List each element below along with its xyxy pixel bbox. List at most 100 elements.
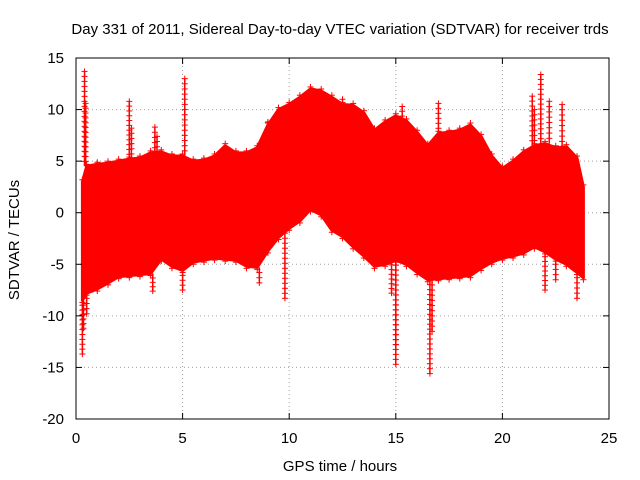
upper-point: [115, 156, 122, 163]
outlier-point: [531, 122, 538, 129]
outlier-point: [149, 288, 156, 295]
outlier-point: [154, 143, 161, 150]
lower-point: [104, 281, 111, 288]
lower-point: [478, 267, 485, 274]
lower-point: [499, 257, 506, 264]
outlier-point: [82, 100, 89, 107]
outlier-point: [546, 108, 553, 115]
lower-point: [211, 257, 218, 264]
outlier-point: [128, 145, 135, 152]
outlier-point: [264, 118, 271, 125]
upper-point: [275, 104, 282, 111]
lower-point: [126, 274, 133, 281]
outlier-point: [181, 75, 188, 82]
outlier-point: [574, 274, 581, 281]
upper-point: [580, 181, 587, 188]
outlier-point: [546, 119, 553, 126]
outlier-point: [181, 96, 188, 103]
upper-point: [222, 140, 229, 147]
outlier-point: [181, 111, 188, 118]
outlier-point: [429, 312, 436, 319]
upper-point: [392, 110, 399, 117]
outlier-point: [281, 250, 288, 257]
upper-point: [382, 116, 389, 123]
lower-point: [371, 265, 378, 272]
x-tick-label: 25: [601, 430, 618, 447]
outlier-point: [181, 127, 188, 134]
outlier-point: [281, 270, 288, 277]
lower-point: [158, 258, 165, 265]
upper-point: [446, 127, 453, 134]
outlier-point: [281, 240, 288, 247]
outlier-point: [181, 101, 188, 108]
lower-point: [563, 263, 570, 270]
outlier-point: [429, 307, 436, 314]
outlier-point: [256, 274, 263, 281]
outlier-point: [339, 96, 346, 103]
lower-point: [446, 276, 453, 283]
outlier-point: [128, 125, 135, 132]
axis-ticks: 0 5 10 15 20 25 -20 -15 -10 -5 0 5 10 15: [42, 50, 617, 447]
upper-point: [147, 147, 154, 154]
outlier-point: [256, 279, 263, 286]
upper-point: [296, 92, 303, 99]
y-tick-label: -20: [42, 411, 64, 428]
outlier-point: [181, 142, 188, 149]
upper-point: [254, 142, 261, 149]
outlier-point: [546, 98, 553, 105]
upper-point: [360, 107, 367, 114]
outlier-point: [552, 261, 559, 268]
outlier-point: [559, 111, 566, 118]
outlier-point: [181, 132, 188, 139]
lower-point: [531, 245, 538, 252]
upper-point: [424, 140, 431, 147]
outlier-point: [128, 135, 135, 142]
outlier-point: [531, 137, 538, 144]
lower-point: [360, 255, 367, 262]
outlier-point: [546, 130, 553, 137]
upper-point: [488, 150, 495, 157]
outlier-point: [154, 138, 161, 145]
y-tick-label: 5: [56, 153, 64, 170]
upper-point: [79, 176, 86, 183]
upper-point: [168, 150, 175, 157]
outlier-point: [531, 132, 538, 139]
outlier-point: [128, 130, 135, 137]
outlier-point: [80, 325, 87, 332]
outlier-point: [181, 85, 188, 92]
data-markers: [79, 68, 587, 377]
x-axis-label: GPS time / hours: [283, 458, 397, 475]
y-tick-label: -15: [42, 359, 64, 376]
outlier-point: [179, 287, 186, 294]
outlier-point: [546, 103, 553, 110]
upper-point: [243, 147, 250, 154]
outlier-point: [83, 305, 90, 312]
outlier-point: [559, 138, 566, 145]
outlier-point: [181, 91, 188, 98]
outlier-point: [281, 275, 288, 282]
outlier-point: [181, 116, 188, 123]
outlier-point: [126, 98, 133, 105]
outlier-point: [281, 290, 288, 297]
outlier-point: [256, 269, 263, 276]
x-tick-label: 10: [281, 430, 298, 447]
x-tick-label: 0: [72, 430, 80, 447]
outlier-point: [559, 133, 566, 140]
y-tick-label: 15: [47, 50, 64, 67]
outlier-point: [574, 295, 581, 302]
lower-point: [403, 263, 410, 270]
outlier-point: [83, 310, 90, 317]
outlier-point: [552, 266, 559, 273]
upper-point: [94, 159, 101, 166]
outlier-point: [128, 140, 135, 147]
outlier-point: [388, 290, 395, 297]
lower-point: [222, 258, 229, 265]
lower-point: [510, 255, 517, 262]
lower-point: [115, 275, 122, 282]
outlier-point: [399, 103, 406, 110]
outlier-point: [529, 93, 536, 100]
y-tick-label: 0: [56, 205, 64, 222]
outlier-point: [546, 135, 553, 142]
outlier-point: [537, 71, 544, 78]
